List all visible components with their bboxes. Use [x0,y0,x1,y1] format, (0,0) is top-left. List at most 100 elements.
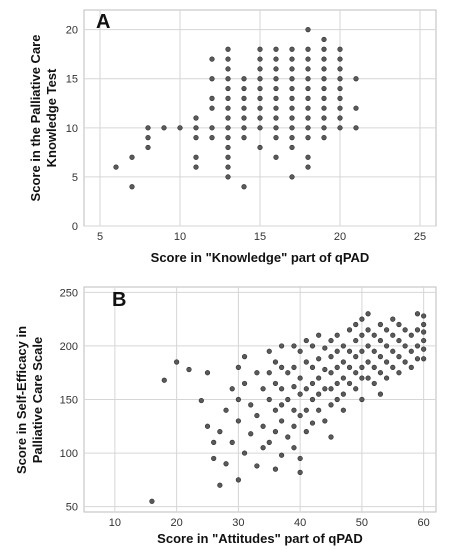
data-point-a [209,76,215,82]
data-point-b [402,359,408,365]
data-point-b [371,380,377,387]
data-point-b [279,418,285,424]
data-point-b [316,356,322,362]
data-point-a [289,174,295,180]
data-point-a [353,125,359,131]
data-point-b [365,311,371,317]
data-point-a [241,85,247,92]
data-point-a [353,105,359,111]
data-point-a [337,66,343,72]
y-tick-label-b: 200 [60,341,78,353]
data-point-b [383,375,390,381]
data-point-b [421,346,427,352]
data-point-a [321,76,327,82]
data-point-a [225,85,231,92]
data-point-b [309,364,316,370]
data-point-b [408,348,414,354]
data-point-b [260,386,266,392]
data-point-a [321,66,327,72]
data-point-b [235,396,241,403]
x-tick-label-a: 15 [254,231,266,243]
x-tick-label-b: 30 [232,517,244,529]
x-axis-label-b: Score in "Attitudes" part of qPAD [157,531,363,546]
data-point-b [272,380,279,387]
data-point-a [257,95,263,101]
y-tick-label-b: 100 [60,448,78,460]
x-tick-label-b: 60 [418,517,430,529]
data-point-b [254,370,260,376]
data-point-a [337,95,343,101]
data-point-a [161,125,167,131]
data-point-a [209,105,215,111]
data-point-a [321,115,327,121]
data-point-a [273,56,279,62]
data-point-a [209,95,215,101]
data-point-a [305,95,311,101]
data-point-b [254,463,260,469]
data-point-a [321,46,327,52]
data-point-a [273,66,279,72]
data-point-b [371,364,377,370]
data-point-b [272,429,279,435]
data-point-b [340,375,346,381]
data-point-a [273,154,279,160]
data-point-b [235,477,241,483]
data-point-a [209,56,215,62]
data-point-b [396,337,402,344]
data-point-b [186,366,192,373]
data-point-a [337,115,343,121]
data-point-b [297,375,303,381]
data-point-b [346,327,353,333]
data-point-b [266,370,272,376]
data-point-a [273,76,279,82]
data-point-b [316,391,322,397]
data-point-b [346,348,353,354]
data-point-a [305,56,311,62]
data-point-a [289,125,295,131]
data-point-b [279,364,285,370]
x-tick-label-a: 20 [334,231,346,243]
data-point-b [421,313,427,319]
y-tick-label-b: 250 [60,287,78,299]
y-tick-label-a: 20 [66,25,78,37]
data-point-a [193,135,199,141]
data-point-b [223,407,229,413]
data-point-b [396,321,402,328]
data-point-a [305,66,311,72]
data-point-b [340,343,346,349]
data-point-a [225,95,231,101]
data-point-a [129,154,135,160]
data-point-a [241,95,247,101]
data-point-b [359,364,365,370]
data-point-b [285,396,291,403]
data-point-b [402,327,408,333]
data-point-a [241,135,247,141]
data-point-b [390,332,396,338]
data-point-a [305,46,311,52]
data-point-a [225,174,231,180]
data-point-a [337,125,343,131]
data-point-a [305,154,311,160]
y-axis-label-b-line2: Palliative Care Scale [30,337,45,463]
data-point-a [337,85,343,92]
data-point-a [305,135,311,141]
data-point-b [248,402,254,408]
data-point-b [285,434,291,440]
data-point-b [390,348,396,354]
data-point-b [353,321,359,328]
data-point-a [337,105,343,111]
data-point-b [334,396,340,403]
data-point-b [279,386,285,392]
data-point-b [340,359,346,365]
data-point-b [365,375,371,381]
data-point-b [279,343,285,349]
data-point-b [291,445,297,451]
data-point-b [235,418,241,424]
data-point-b [260,423,266,429]
data-point-b [346,364,353,370]
data-point-b [328,386,334,392]
data-point-b [211,455,217,462]
data-point-a [289,115,295,121]
data-point-a [225,144,231,151]
y-tick-label-a: 15 [66,74,78,86]
